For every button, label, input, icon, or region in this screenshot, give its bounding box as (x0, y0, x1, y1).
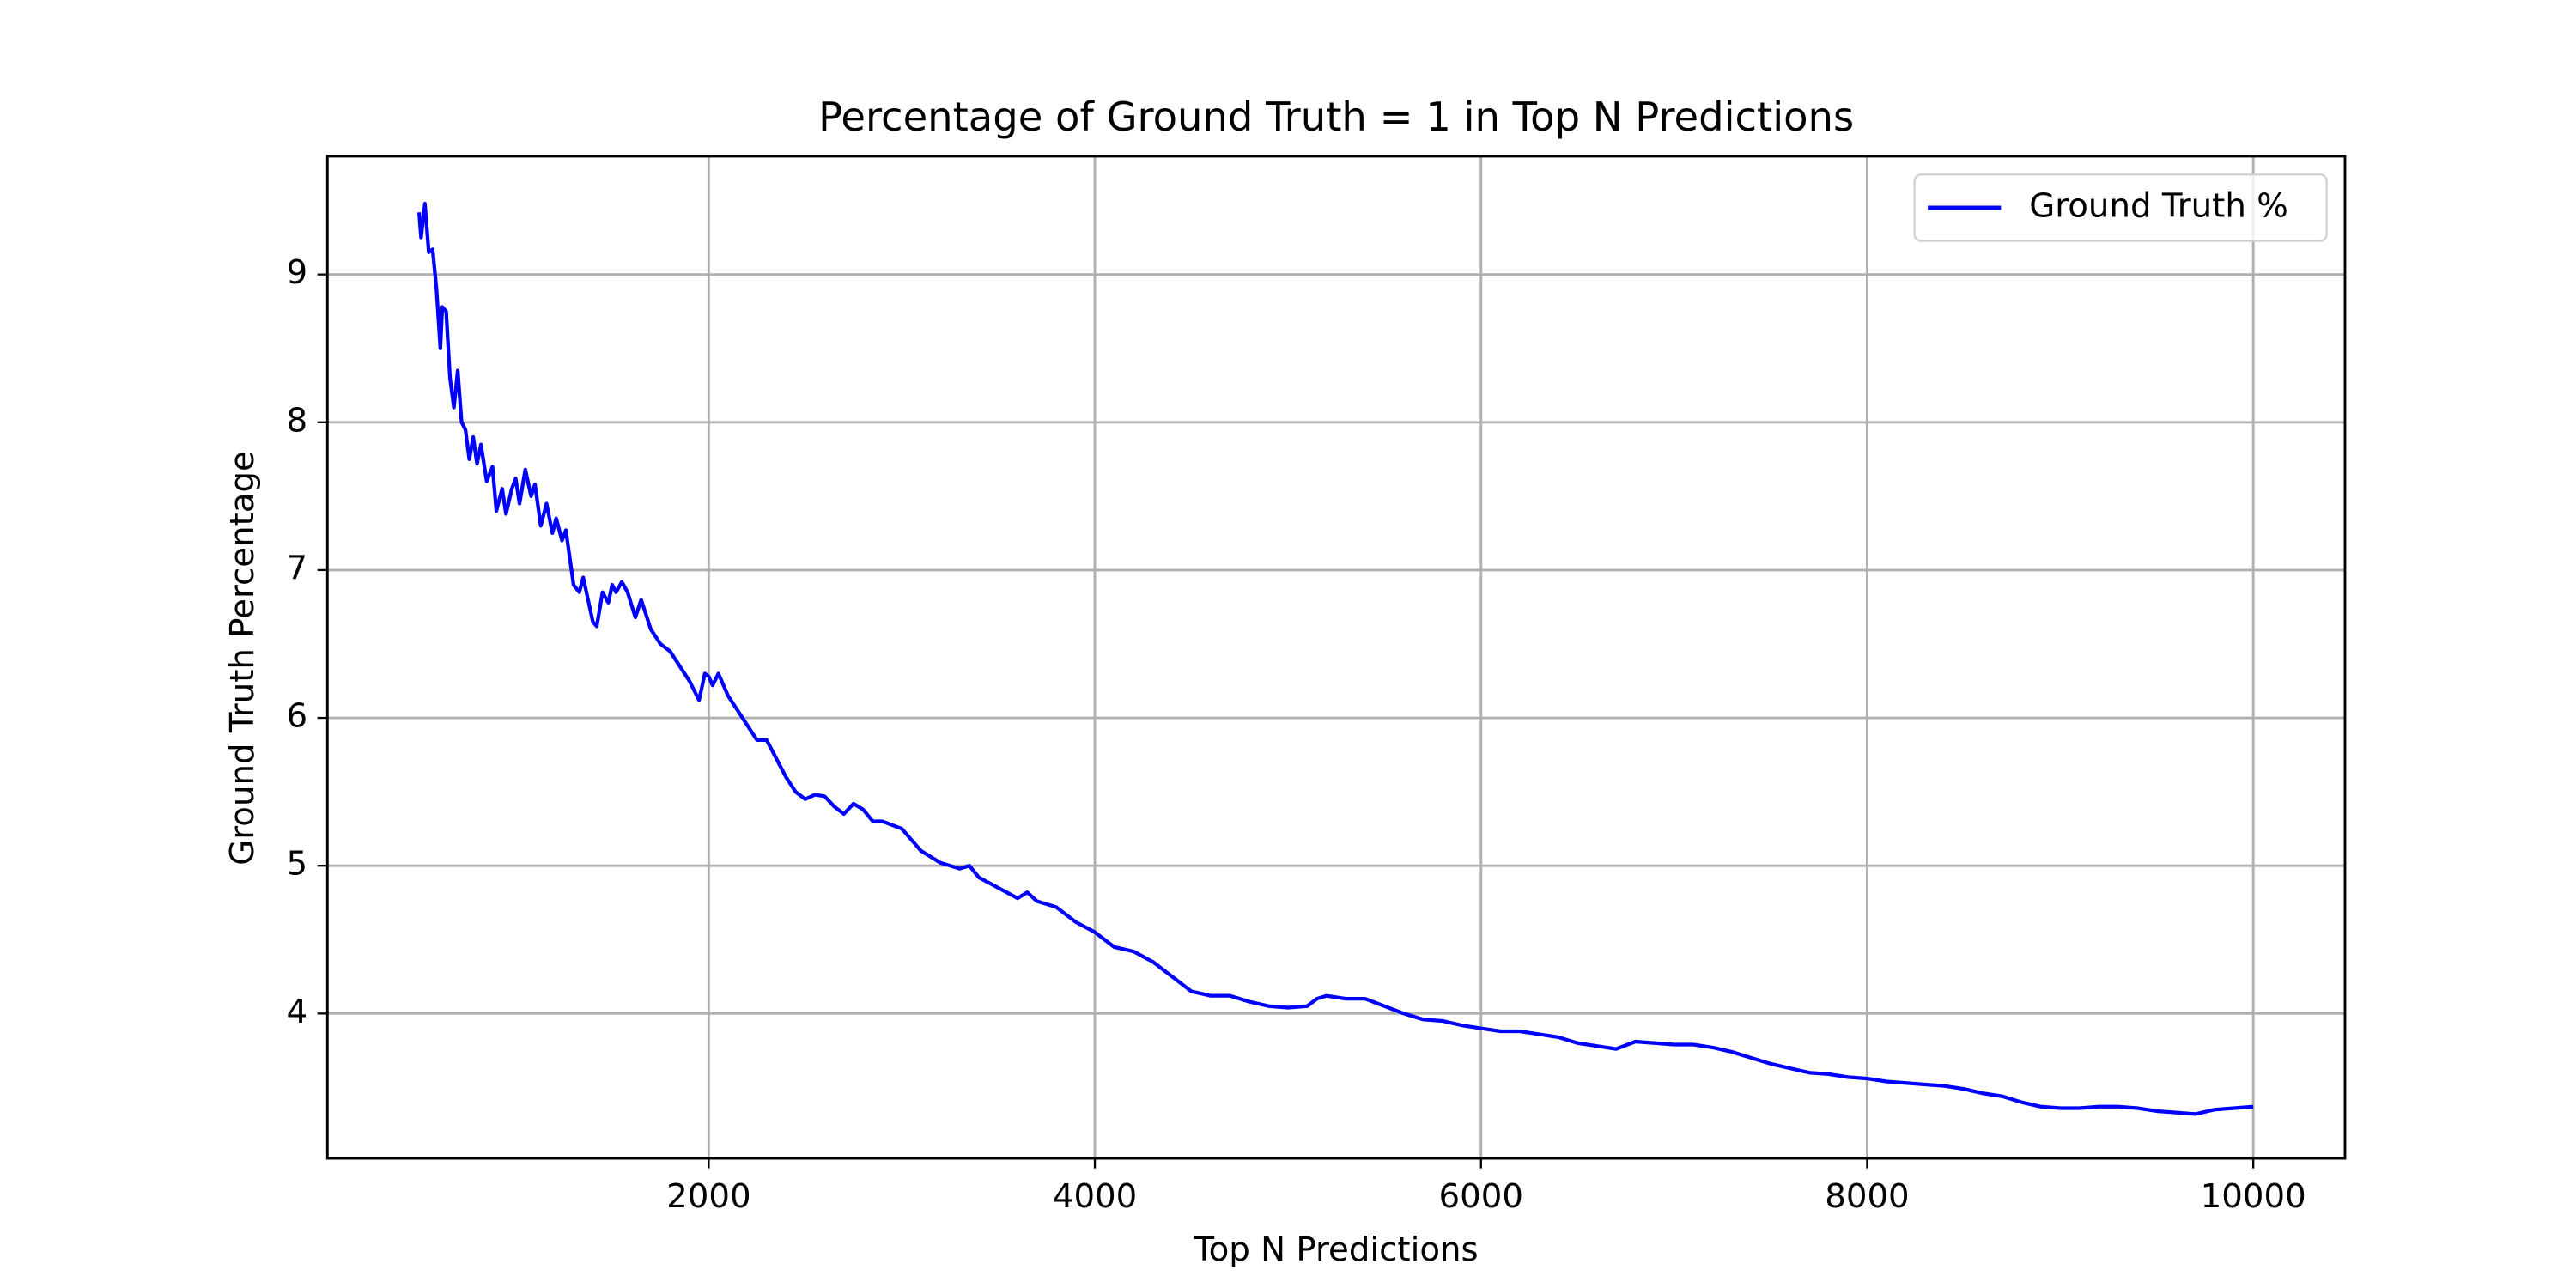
x-tick-label: 10000 (2201, 1177, 2306, 1216)
y-tick-label: 5 (286, 845, 307, 884)
legend-label: Ground Truth % (2029, 186, 2288, 225)
y-tick-label: 4 (286, 993, 307, 1031)
x-tick-label: 2000 (666, 1177, 750, 1216)
legend-box (1913, 173, 2328, 242)
y-tick-label: 7 (286, 549, 307, 587)
x-tick-label: 4000 (1053, 1177, 1137, 1216)
x-axis-label: Top N Predictions (1194, 1230, 1479, 1269)
chart-title: Percentage of Ground Truth = 1 in Top N … (818, 94, 1854, 140)
y-tick-label: 8 (286, 401, 307, 440)
x-tick-label: 8000 (1825, 1177, 1909, 1216)
x-tick-label: 6000 (1439, 1177, 1523, 1216)
y-axis-label: Ground Truth Percentage (223, 451, 262, 866)
y-tick-label: 6 (286, 697, 307, 736)
y-tick-label: 9 (286, 253, 307, 292)
plot-frame (325, 155, 2347, 1160)
line-series (416, 201, 2254, 1116)
